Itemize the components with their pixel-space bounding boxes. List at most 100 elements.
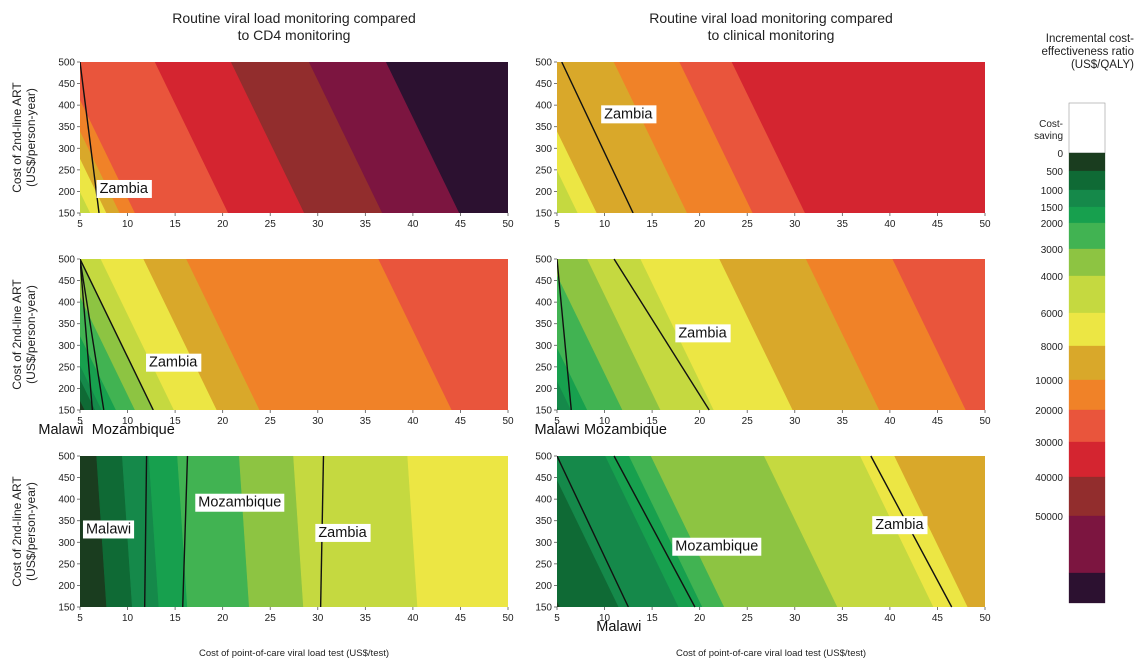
- x-tick-label: 50: [502, 416, 514, 427]
- x-tick-label: 50: [502, 613, 514, 624]
- contour-band: [239, 456, 304, 607]
- country-label-zambia: Zambia: [96, 179, 152, 198]
- x-tick-label: 15: [647, 219, 659, 230]
- x-tick-label: 40: [407, 416, 419, 427]
- x-tick-label: 35: [360, 416, 372, 427]
- axes-0-0: 5 10 15 20 25 30 35 40 45 50 150 200 250 300 350 400 450…: [58, 58, 514, 231]
- contour-band: [407, 456, 508, 607]
- x-tick-label: 35: [837, 416, 849, 427]
- x-tick-label: 50: [502, 219, 514, 230]
- y-tick-label: 450: [58, 276, 75, 287]
- x-tick-label: 25: [265, 416, 277, 427]
- threshold-line-malawi: [80, 259, 94, 410]
- y-tick-label: 150: [535, 406, 552, 417]
- y-tick-label: 450: [535, 473, 552, 484]
- y-tick-label: 350: [535, 319, 552, 330]
- y-tick-label: 250: [58, 362, 75, 373]
- country-label-text: Zambia: [318, 525, 367, 541]
- x-tick-label: 30: [312, 416, 324, 427]
- x-tick-label: 50: [979, 219, 991, 230]
- x-tick-label: 20: [694, 219, 706, 230]
- country-label-mozambique: Mozambique: [195, 493, 285, 512]
- colorbar-swatch: [1068, 152, 1106, 172]
- threshold-line-zambia: [80, 259, 154, 410]
- label-box: [672, 537, 762, 556]
- column-titles: Routine viral load monitoring comparedto…: [172, 10, 893, 43]
- y-tick-label: 150: [58, 603, 75, 614]
- y-tick-label: 300: [535, 341, 552, 352]
- x-tick-label: 5: [77, 416, 83, 427]
- axes-1-0: 5 10 15 20 25 30 35 40 45 50 150 200 250 300 350 400 450…: [58, 255, 514, 428]
- x-tick-label: 5: [77, 219, 83, 230]
- country-label-mozambique: Mozambique: [584, 422, 667, 438]
- x-tick-label: 20: [694, 613, 706, 624]
- y-tick-label: 300: [58, 144, 75, 155]
- x-tick-label: 30: [789, 613, 801, 624]
- country-label-text: Zambia: [149, 355, 198, 371]
- country-label-malawi: Malawi: [82, 520, 135, 539]
- panel-0-0: [80, 62, 508, 213]
- y-axis-label: (US$/person-year): [24, 285, 38, 384]
- y-tick-label: 300: [58, 538, 75, 549]
- contour-band: [764, 456, 934, 607]
- x-tick-label: 50: [979, 416, 991, 427]
- x-tick-label: 15: [647, 416, 659, 427]
- x-tick-label: 25: [742, 416, 754, 427]
- contour-band: [177, 456, 250, 607]
- colorbar-swatch: [1068, 515, 1106, 574]
- y-tick-label: 350: [58, 122, 75, 133]
- x-tick-label: 15: [170, 219, 182, 230]
- y-tick-label: 400: [58, 101, 75, 112]
- y-tick-label: 200: [58, 581, 75, 592]
- y-tick-label: 400: [535, 495, 552, 506]
- panel-2-1: [557, 456, 985, 607]
- contour-band: [122, 456, 160, 607]
- panel-1-0: [80, 259, 508, 410]
- x-tick-label: 45: [932, 219, 944, 230]
- threshold-line-malawi: [557, 456, 629, 607]
- y-tick-label: 200: [535, 384, 552, 395]
- x-tick-label: 5: [554, 613, 560, 624]
- x-tick-label: 35: [837, 613, 849, 624]
- y-tick-label: 200: [58, 384, 75, 395]
- x-tick-label: 45: [455, 219, 467, 230]
- colorbar-swatch: [1068, 102, 1106, 154]
- x-tick-label: 25: [265, 613, 277, 624]
- contour-band: [892, 259, 985, 410]
- x-tick-label: 20: [217, 416, 229, 427]
- y-tick-label: 250: [58, 165, 75, 176]
- contour-band: [557, 456, 680, 607]
- country-label-text: Zambia: [678, 325, 727, 341]
- label-box: [872, 516, 928, 535]
- colorbar-swatch: [1068, 441, 1106, 478]
- colorbar-swatch: [1068, 222, 1106, 250]
- column-title-line: to clinical monitoring: [708, 27, 835, 43]
- colorbar-tick-label: saving: [1034, 131, 1063, 142]
- colorbar-tick-label: 10000: [1035, 376, 1063, 387]
- threshold-line-mozambique: [182, 455, 189, 608]
- y-axis-label: (US$/person-year): [24, 88, 38, 187]
- panel-0-1: [557, 62, 985, 213]
- country-label-mozambique: Mozambique: [92, 422, 175, 438]
- contour-band: [80, 259, 175, 410]
- x-tick-label: 30: [312, 613, 324, 624]
- colorbar-swatch: [1068, 409, 1106, 443]
- x-tick-label: 30: [789, 416, 801, 427]
- x-tick-label: 45: [932, 613, 944, 624]
- y-tick-label: 350: [58, 516, 75, 527]
- axes-1-1: 5 10 15 20 25 30 35 40 45 50 150 200 250 300 350 400 450…: [535, 255, 991, 428]
- contour-band: [143, 259, 261, 410]
- contour-band: [385, 62, 508, 213]
- country-label-text: Mozambique: [92, 422, 175, 438]
- x-tick-label: 20: [217, 613, 229, 624]
- colorbar-swatch: [1068, 476, 1106, 517]
- country-label-malawi: Malawi: [38, 422, 83, 438]
- axes-2-1: 5 10 15 20 25 30 35 40 45 50 150 200 250 300 350 400 450…: [535, 452, 991, 625]
- x-tick-label: 10: [122, 219, 134, 230]
- x-axis-label: Cost of point-of-care viral load test (U…: [676, 648, 866, 659]
- contour-band: [557, 62, 688, 213]
- label-box: [315, 523, 371, 542]
- x-tick-label: 15: [647, 613, 659, 624]
- axes-0-1: 5 10 15 20 25 30 35 40 45 50 150 200 250 300 350 400 450…: [535, 58, 991, 231]
- colorbar-title-line: Incremental cost-: [1046, 33, 1134, 45]
